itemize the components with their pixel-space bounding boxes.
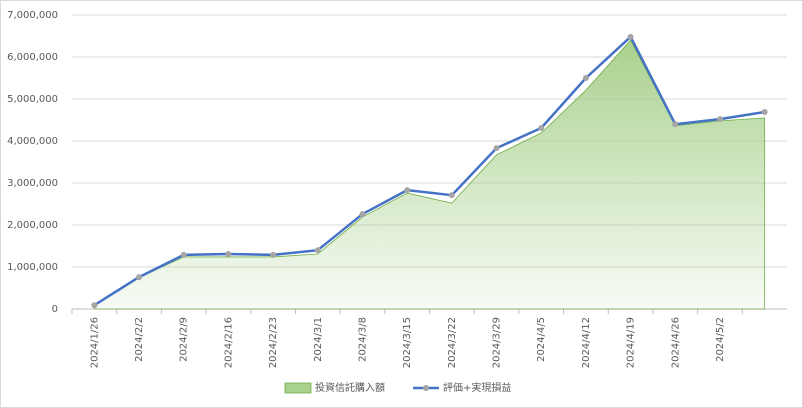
y-tick-label: 3,000,000 [7,178,58,189]
legend-marker [423,385,429,391]
legend-swatch [284,382,312,394]
y-tick-label: 6,000,000 [7,52,58,63]
x-tick-label: 2024/4/5 [536,317,547,362]
marker [448,192,455,199]
x-tick-label: 2024/2/16 [223,317,234,368]
x-tick-label: 2024/4/12 [581,317,592,368]
x-tick-label: 2024/3/8 [357,317,368,362]
x-tick-label: 2024/1/26 [89,317,100,368]
marker [180,251,187,258]
marker [538,124,545,131]
legend-label: 評価+実現損益 [443,381,511,394]
marker [404,187,411,194]
marker [761,109,768,116]
y-tick-label: 7,000,000 [7,10,58,21]
y-tick-label: 2,000,000 [7,220,58,231]
marker [225,250,232,257]
line [93,35,765,307]
legend-label: 投資信託購入額 [315,381,385,394]
y-tick-label: 1,000,000 [7,262,58,273]
marker [672,121,679,128]
marker [493,145,500,152]
x-tick-label: 2024/3/29 [492,317,503,368]
marker [582,75,589,81]
x-tick-label: 2024/3/15 [402,317,413,368]
x-tick-label: 2024/2/23 [268,317,279,368]
y-tick-label: 0 [52,304,58,315]
x-tick-label: 2024/4/19 [626,317,637,368]
marker [136,274,143,281]
marker [91,302,98,309]
x-tick-label: 2024/3/22 [447,317,458,368]
marker [627,33,634,40]
y-tick-label: 4,000,000 [7,136,58,147]
x-tick-label: 2024/2/2 [134,317,145,362]
marker [716,116,723,123]
x-tick-label: 2024/2/9 [179,317,190,362]
marker [314,247,321,254]
x-tick-label: 2024/5/2 [715,317,726,362]
y-tick-label: 5,000,000 [7,94,58,105]
marker [359,211,366,218]
marker [270,251,277,258]
x-tick-label: 2024/4/26 [670,317,681,368]
x-tick-label: 2024/3/1 [313,317,324,362]
